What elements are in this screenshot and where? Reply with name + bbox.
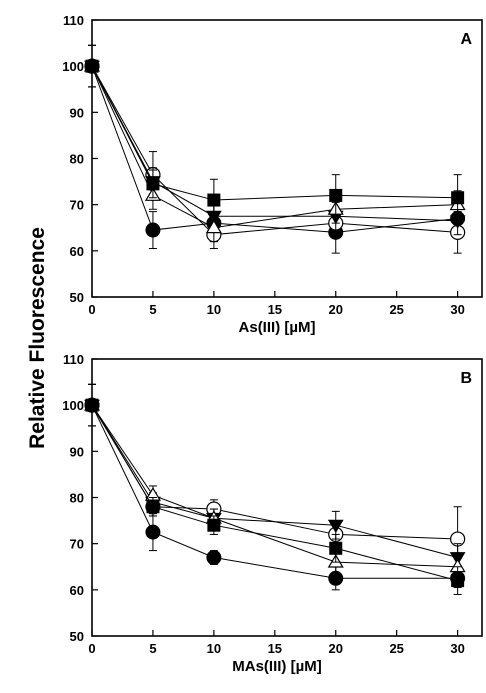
y-tick-label: 50 bbox=[70, 629, 84, 644]
series-square-filled bbox=[85, 44, 465, 222]
data-point bbox=[206, 550, 222, 566]
data-point bbox=[205, 219, 222, 234]
y-tick-label: 110 bbox=[63, 13, 84, 28]
series-circle-open bbox=[84, 383, 466, 572]
x-tick-label: 15 bbox=[268, 302, 282, 317]
y-tick-label: 100 bbox=[62, 398, 84, 413]
panel-label: B bbox=[460, 370, 472, 387]
x-tick-label: 25 bbox=[389, 641, 403, 656]
y-tick-label: 100 bbox=[62, 59, 84, 74]
y-tick-label: 110 bbox=[63, 352, 84, 367]
data-point bbox=[85, 398, 99, 412]
series-circle-filled bbox=[84, 383, 466, 591]
data-point bbox=[207, 193, 221, 207]
y-tick-label: 80 bbox=[70, 152, 84, 167]
y-tick-label: 70 bbox=[70, 198, 84, 213]
series-line bbox=[91, 65, 458, 236]
series-square-filled bbox=[85, 383, 465, 595]
data-point bbox=[145, 222, 161, 238]
series-triangle-down-filled bbox=[84, 383, 466, 572]
x-tick-label: 10 bbox=[207, 302, 221, 317]
x-tick-label: 20 bbox=[329, 302, 343, 317]
series-line bbox=[91, 65, 458, 229]
x-tick-label: 25 bbox=[389, 302, 403, 317]
data-point bbox=[146, 177, 160, 191]
x-tick-label: 10 bbox=[207, 641, 221, 656]
data-point bbox=[207, 518, 221, 532]
y-axis-title: Relative Fluorescence bbox=[26, 227, 49, 449]
data-point bbox=[327, 519, 344, 534]
y-tick-label: 90 bbox=[70, 105, 84, 120]
data-point bbox=[451, 191, 465, 205]
x-tick-label: 0 bbox=[88, 641, 95, 656]
data-point bbox=[329, 541, 343, 555]
x-tick-label: 0 bbox=[88, 302, 95, 317]
y-tick-label: 60 bbox=[70, 244, 84, 259]
series-circle-filled bbox=[84, 44, 466, 254]
series-circle-open bbox=[84, 44, 466, 254]
x-tick-label: 5 bbox=[149, 641, 156, 656]
y-tick-label: 70 bbox=[70, 537, 84, 552]
y-tick-label: 60 bbox=[70, 583, 84, 598]
panel-label: A bbox=[460, 31, 472, 48]
panel-b: 50 60 70 80 90 100 110 0 5 10 15 20 25 30 MAs(III) [µM… bbox=[62, 352, 483, 675]
series-line bbox=[91, 65, 458, 233]
data-point bbox=[451, 574, 465, 588]
data-point bbox=[145, 524, 161, 540]
data-point bbox=[85, 59, 99, 73]
panel-a: 50 60 70 80 90 100 110 0 5 10 15 20 25 30 As(III) [µM]… bbox=[62, 13, 483, 336]
x-axis-title: As(III) [µM] bbox=[239, 319, 316, 336]
x-tick-label: 30 bbox=[450, 641, 464, 656]
y-tick-label: 80 bbox=[70, 491, 84, 506]
series-triangle-up-open bbox=[83, 44, 466, 243]
x-tick-label: 15 bbox=[268, 641, 282, 656]
data-point bbox=[329, 188, 343, 202]
y-tick-label: 50 bbox=[70, 290, 84, 305]
x-tick-label: 30 bbox=[450, 302, 464, 317]
x-tick-label: 20 bbox=[329, 641, 343, 656]
y-tick-label: 90 bbox=[70, 444, 84, 459]
x-axis-title: MAs(III) [µM] bbox=[232, 658, 321, 675]
plot-frame bbox=[91, 19, 483, 298]
x-tick-label: 5 bbox=[149, 302, 156, 317]
data-point bbox=[146, 500, 160, 514]
series-triangle-up-open bbox=[83, 383, 466, 582]
